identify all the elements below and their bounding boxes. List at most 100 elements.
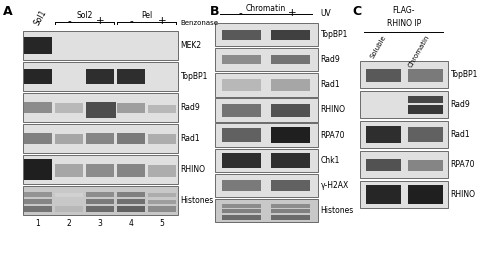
Text: UV: UV xyxy=(320,9,331,18)
Text: Histones: Histones xyxy=(180,196,214,205)
Text: B: B xyxy=(210,5,220,18)
Bar xyxy=(148,200,176,204)
Bar xyxy=(148,193,176,197)
Bar xyxy=(55,200,83,204)
Text: 4: 4 xyxy=(128,219,134,228)
Bar xyxy=(222,180,261,191)
Text: 2: 2 xyxy=(66,219,71,228)
Text: +: + xyxy=(158,17,166,26)
Bar xyxy=(55,193,83,197)
Text: A: A xyxy=(2,5,12,18)
Text: Rad1: Rad1 xyxy=(320,80,340,89)
Bar xyxy=(272,128,310,142)
Bar xyxy=(117,199,145,204)
Bar xyxy=(272,153,310,168)
Bar xyxy=(222,215,261,220)
Bar xyxy=(215,98,318,122)
Bar xyxy=(222,153,261,168)
Text: TopBP1: TopBP1 xyxy=(320,30,348,39)
Text: Chromatin: Chromatin xyxy=(246,4,286,13)
Text: -: - xyxy=(239,8,242,18)
Bar xyxy=(148,134,176,144)
Bar xyxy=(366,125,401,144)
Bar xyxy=(55,164,83,177)
Text: Rad9: Rad9 xyxy=(180,103,200,112)
Text: C: C xyxy=(352,5,362,18)
Bar xyxy=(86,199,114,204)
Bar xyxy=(222,209,261,213)
Bar xyxy=(148,207,176,212)
Bar xyxy=(222,104,261,117)
Text: -: - xyxy=(67,17,71,26)
Text: Benzonase: Benzonase xyxy=(180,20,218,26)
Bar xyxy=(272,30,310,40)
Bar xyxy=(86,164,114,177)
Bar xyxy=(215,73,318,97)
Bar xyxy=(408,96,443,103)
Bar xyxy=(22,124,178,153)
Bar xyxy=(272,209,310,213)
Text: γ-H2AX: γ-H2AX xyxy=(320,181,349,190)
Bar xyxy=(22,62,178,91)
Text: 1: 1 xyxy=(36,219,41,228)
Bar xyxy=(408,69,443,82)
Text: Rad9: Rad9 xyxy=(320,55,340,64)
Text: -: - xyxy=(129,17,133,26)
Bar xyxy=(117,164,145,177)
Bar xyxy=(117,192,145,197)
Bar xyxy=(24,192,52,197)
Text: RPA70: RPA70 xyxy=(450,160,475,169)
Bar xyxy=(148,165,176,177)
Bar xyxy=(24,133,52,144)
Bar xyxy=(408,127,443,142)
Bar xyxy=(86,102,116,118)
Bar xyxy=(55,207,83,212)
Bar xyxy=(360,181,448,208)
Text: Pel: Pel xyxy=(141,11,152,20)
Bar xyxy=(86,192,114,197)
Text: Chromatin: Chromatin xyxy=(408,34,431,69)
Bar xyxy=(24,37,52,54)
Text: TopBP1: TopBP1 xyxy=(450,70,478,79)
Bar xyxy=(215,199,318,222)
Bar xyxy=(24,102,52,113)
Text: Chk1: Chk1 xyxy=(320,156,340,165)
Bar xyxy=(222,79,261,91)
Bar xyxy=(272,104,310,117)
Bar xyxy=(272,55,310,64)
Bar xyxy=(22,186,178,215)
Bar xyxy=(366,159,401,171)
Bar xyxy=(366,185,401,204)
Bar xyxy=(24,69,52,84)
Bar xyxy=(24,199,52,204)
Bar xyxy=(408,160,443,171)
Bar xyxy=(24,159,52,180)
Text: FLAG-: FLAG- xyxy=(392,6,415,15)
Bar xyxy=(215,48,318,71)
Text: Histones: Histones xyxy=(320,206,354,215)
Bar xyxy=(222,204,261,208)
Bar xyxy=(22,31,178,60)
Bar xyxy=(55,103,83,113)
Text: RHINO IP: RHINO IP xyxy=(386,19,421,28)
Bar xyxy=(215,149,318,172)
Text: +: + xyxy=(288,8,296,18)
Bar xyxy=(22,93,178,122)
Bar xyxy=(215,123,318,147)
Bar xyxy=(360,91,448,118)
Text: 3: 3 xyxy=(98,219,102,228)
Bar xyxy=(117,206,145,212)
Text: Rad1: Rad1 xyxy=(450,130,470,139)
Text: Rad9: Rad9 xyxy=(450,100,470,109)
Bar xyxy=(222,30,261,40)
Bar xyxy=(86,69,114,84)
Bar xyxy=(360,151,448,178)
Text: RHINO: RHINO xyxy=(320,105,345,115)
Bar xyxy=(408,105,443,114)
Bar xyxy=(86,133,114,144)
Bar xyxy=(408,185,443,204)
Bar xyxy=(272,204,310,208)
Text: RHINO: RHINO xyxy=(180,165,206,174)
Bar xyxy=(215,174,318,197)
Text: RPA70: RPA70 xyxy=(320,131,345,140)
